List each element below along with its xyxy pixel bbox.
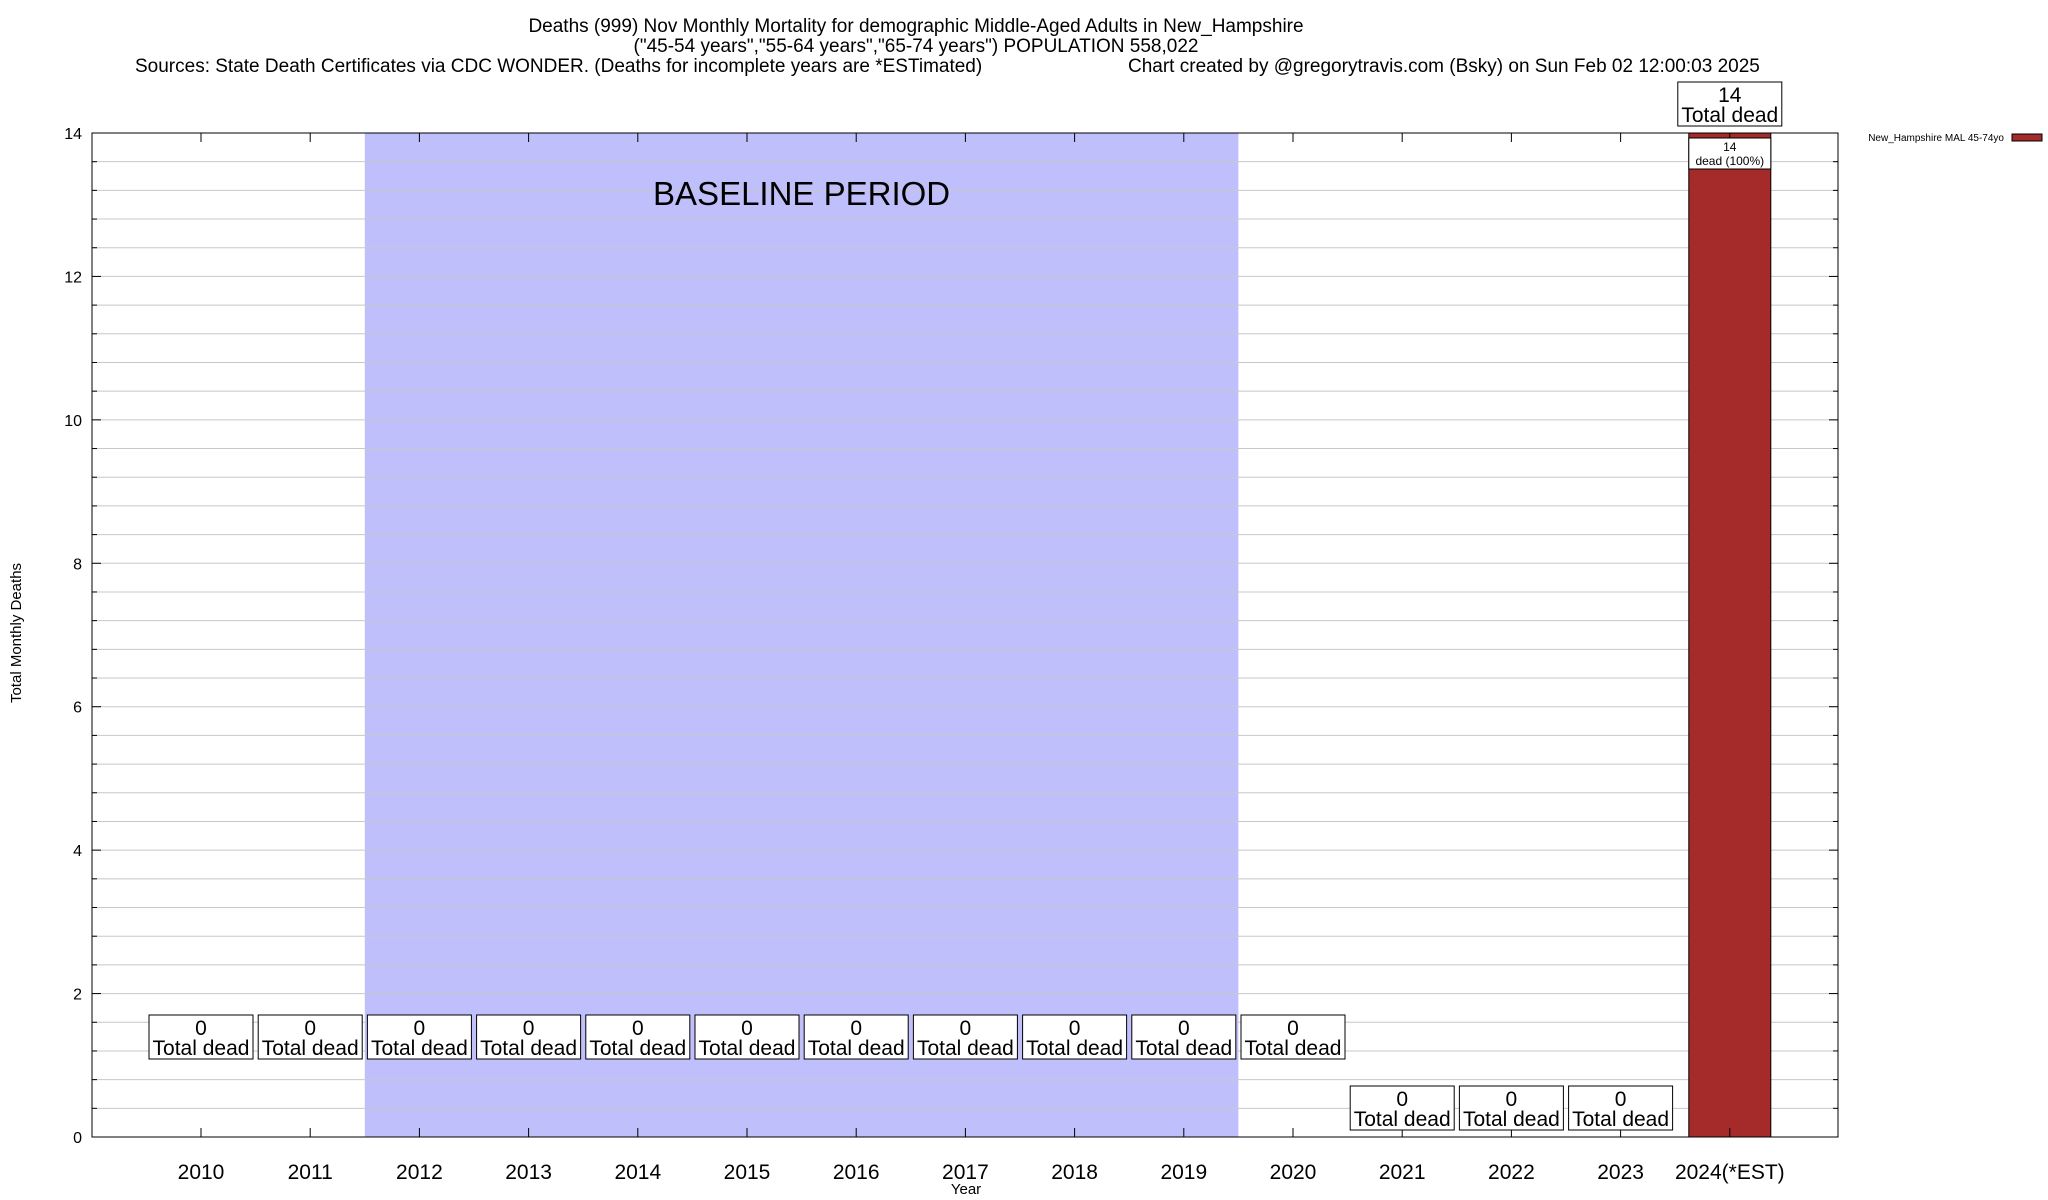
total-label-box: [1677, 81, 1783, 127]
axes: 0 2 4 6 8 10 12 14 2010 2011 2012 2013 2014 2015 2016 2…: [64, 126, 1839, 1184]
x-tick-label: 2024(*EST): [1675, 1161, 1785, 1184]
total-label-box: [1131, 1014, 1237, 1060]
total-value: 0: [632, 1017, 644, 1040]
total-value: 0: [1287, 1017, 1299, 1040]
x-tick-label: 2012: [396, 1161, 443, 1184]
total-label-box: [803, 1014, 909, 1060]
x-tick-label: 2022: [1488, 1161, 1535, 1184]
total-suffix: Total dead: [699, 1037, 796, 1060]
total-value: 0: [304, 1017, 316, 1040]
x-tick-label: 2018: [1051, 1161, 1098, 1184]
bars: [1688, 132, 1772, 1138]
total-suffix: Total dead: [917, 1037, 1014, 1060]
x-tick-label: 2020: [1270, 1161, 1317, 1184]
total-value: 0: [1506, 1088, 1518, 1111]
total-suffix: Total dead: [808, 1037, 905, 1060]
chart-credit: Chart created by @gregorytravis.com (Bsk…: [1128, 56, 1760, 77]
total-value: 0: [1178, 1017, 1190, 1040]
total-value: 0: [741, 1017, 753, 1040]
total-suffix: Total dead: [480, 1037, 577, 1060]
total-suffix: Total dead: [371, 1037, 468, 1060]
legend-swatch: [2011, 133, 2043, 142]
total-label-box: [694, 1014, 800, 1060]
grid-lines: [92, 132, 1838, 1138]
total-suffix: Total dead: [1245, 1037, 1342, 1060]
total-label-box: [1458, 1085, 1564, 1131]
total-suffix: Total dead: [1026, 1037, 1123, 1060]
total-suffix: Total dead: [153, 1037, 250, 1060]
x-tick-label: 2021: [1379, 1161, 1426, 1184]
legend: New_Hampshire MAL 45-74yo: [1868, 133, 2043, 144]
y-tick-label: 12: [64, 269, 82, 286]
x-tick-label: 2015: [724, 1161, 771, 1184]
total-label-box: [257, 1014, 363, 1060]
bar-share-box: [1688, 137, 1772, 170]
total-label-box: [476, 1014, 582, 1060]
y-tick-label: 8: [73, 556, 82, 573]
x-tick-label: 2019: [1160, 1161, 1207, 1184]
baseline-period-label: BASELINE PERIOD: [653, 175, 950, 212]
y-tick-label: 14: [64, 126, 82, 143]
bar-share-count: 14: [1723, 140, 1737, 154]
total-value: 0: [1069, 1017, 1081, 1040]
y-axis-label: Total Monthly Deaths: [8, 563, 25, 703]
total-label-box: [366, 1014, 472, 1060]
y-tick-label: 4: [73, 843, 82, 860]
chart-sources: Sources: State Death Certificates via CD…: [135, 56, 982, 77]
total-label-box: [1349, 1085, 1455, 1131]
total-label-box: [585, 1014, 691, 1060]
x-tick-label: 2013: [505, 1161, 552, 1184]
total-suffix: Total dead: [1135, 1037, 1232, 1060]
x-axis-label: Year: [951, 1181, 981, 1198]
chart-subtitle: ("45-54 years","55-64 years","65-74 year…: [634, 36, 1199, 57]
chart-header: Deaths (999) Nov Monthly Mortality for d…: [135, 16, 1760, 77]
total-suffix: Total dead: [1681, 104, 1778, 127]
y-tick-label: 2: [73, 987, 82, 1004]
total-value: 0: [960, 1017, 972, 1040]
chart-title: Deaths (999) Nov Monthly Mortality for d…: [528, 16, 1303, 37]
x-tick-label: 2023: [1597, 1161, 1644, 1184]
x-tick-label: 2017: [942, 1161, 989, 1184]
total-label-box: [1022, 1014, 1128, 1060]
total-suffix: Total dead: [589, 1037, 686, 1060]
y-tick-label: 0: [73, 1130, 82, 1147]
total-value: 14: [1718, 84, 1742, 107]
baseline-period-band: [364, 133, 1239, 1137]
y-tick-label: 6: [73, 700, 82, 717]
total-suffix: Total dead: [1463, 1108, 1560, 1131]
total-label-box: [912, 1014, 1018, 1060]
bar: [1688, 132, 1772, 1138]
total-value: 0: [414, 1017, 426, 1040]
x-tick-label: 2014: [614, 1161, 661, 1184]
total-suffix: Total dead: [1354, 1108, 1451, 1131]
baseline-band-group: [364, 133, 1239, 1137]
total-suffix: Total dead: [262, 1037, 359, 1060]
total-suffix: Total dead: [1572, 1108, 1669, 1131]
y-tick-label: 10: [64, 413, 82, 430]
x-tick-label: 2011: [288, 1161, 333, 1184]
total-value: 0: [1396, 1088, 1408, 1111]
total-value: 0: [850, 1017, 862, 1040]
total-label-box: [1240, 1014, 1346, 1060]
total-label-box: [148, 1014, 254, 1060]
total-label-box: [1568, 1085, 1674, 1131]
total-value: 0: [1615, 1088, 1627, 1111]
bar-share-percent: dead (100%): [1695, 154, 1764, 168]
x-tick-label: 2010: [178, 1161, 225, 1184]
legend-entry-label: New_Hampshire MAL 45-74yo: [1868, 133, 2004, 144]
total-value: 0: [195, 1017, 207, 1040]
x-tick-label: 2016: [833, 1161, 880, 1184]
total-value: 0: [523, 1017, 535, 1040]
